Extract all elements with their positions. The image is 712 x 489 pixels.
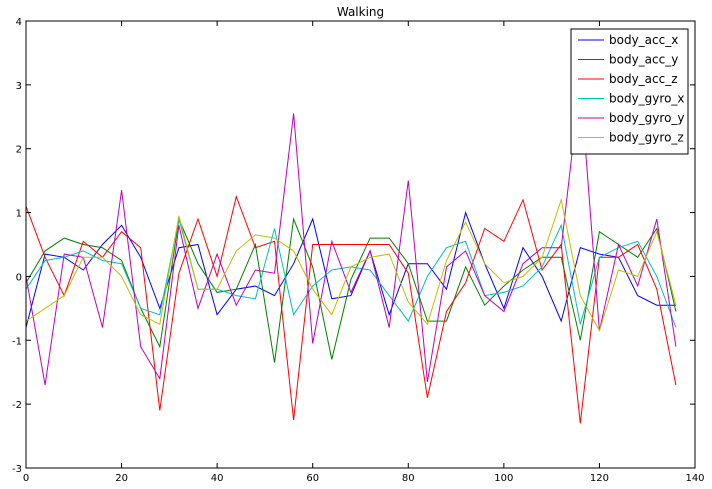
- y-tick-label: 3: [16, 81, 22, 92]
- y-tick-label: 1: [16, 209, 22, 220]
- series-line-body-acc-z: [25, 194, 677, 424]
- plot-frame: [25, 20, 696, 469]
- legend-label: body_acc_z: [609, 72, 678, 86]
- chart-title: Walking: [337, 5, 384, 19]
- x-tick-label: 0: [23, 473, 29, 484]
- y-tick-label: -2: [12, 400, 22, 411]
- x-tick-label: 100: [494, 473, 513, 484]
- y-tick-label: 4: [16, 17, 22, 28]
- x-tick-label: 60: [306, 473, 319, 484]
- x-tick-label: 80: [402, 473, 415, 484]
- y-tick-label: 0: [16, 272, 22, 283]
- legend: body_acc_x body_acc_y body_acc_z body_gyro_…: [570, 28, 689, 155]
- x-tick-label: 20: [115, 473, 128, 484]
- series-line-body-gyro-z: [25, 197, 677, 332]
- x-tick-label: 120: [590, 473, 609, 484]
- legend-label: body_gyro_y: [609, 111, 685, 125]
- series-layer: [25, 81, 677, 424]
- legend-label: body_gyro_z: [609, 131, 684, 145]
- legend-label: body_acc_x: [609, 33, 678, 47]
- legend-label: body_acc_y: [609, 53, 678, 67]
- y-tick-label: -1: [12, 336, 22, 347]
- legend-label: body_gyro_x: [609, 92, 685, 106]
- axes-layer: 0 20 40 60 80 100 120 140 -3 -2 -1 0 1 2 3 4: [12, 17, 705, 484]
- series-line-body-gyro-y: [25, 81, 677, 386]
- y-tick-label: 2: [16, 145, 22, 156]
- y-tick-label: -3: [12, 464, 22, 475]
- x-tick-label: 140: [685, 473, 704, 484]
- x-tick-label: 40: [211, 473, 224, 484]
- series-line-body-acc-x: [25, 210, 676, 328]
- legend-box: [570, 28, 689, 155]
